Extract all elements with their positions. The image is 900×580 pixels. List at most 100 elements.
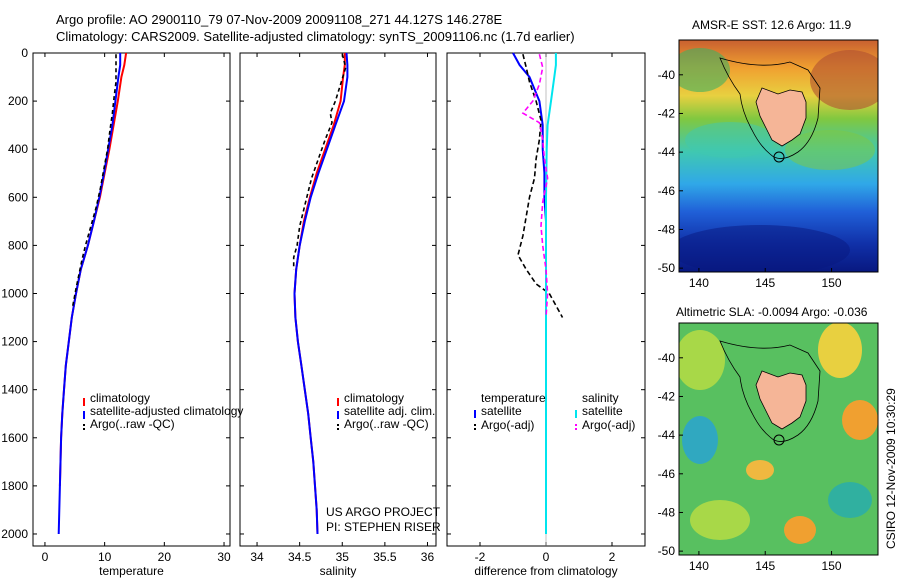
salinity-panel: 34 34.5 35 35.5 36 salinity: [239, 52, 437, 578]
legend-label: Argo(..raw -QC): [90, 417, 175, 431]
salinity-axes-box: [239, 52, 437, 547]
map-y-tick-label: -46: [658, 184, 676, 198]
map-x-tick-label: 140: [689, 276, 709, 290]
x-tick-label: 10: [98, 550, 112, 564]
legend-label: satellite adj. clim.: [344, 404, 435, 418]
sst-map-frame: [678, 39, 879, 273]
sla-patch: [842, 400, 878, 440]
y-tick-label: 2000: [1, 527, 28, 541]
y-tick-label: 1200: [1, 335, 28, 349]
project-line-2: PI: STEPHEN RISER: [326, 520, 441, 534]
sla-patch: [818, 323, 862, 378]
map-y-tick-label: -46: [658, 467, 676, 481]
x-tick-label: 20: [158, 550, 172, 564]
difference-xlabel: difference from climatology: [474, 564, 617, 578]
shelf-contour: [719, 340, 821, 442]
argo-position-marker: [773, 434, 785, 446]
header-line-2: Climatology: CARS2009. Satellite-adjuste…: [56, 29, 575, 44]
legend-label: climatology: [344, 391, 404, 405]
y-tick-label: 1600: [1, 431, 28, 445]
x-tick-label: 0: [42, 550, 49, 564]
y-tick-label: 1400: [1, 383, 28, 397]
legend-label: satellite: [582, 404, 623, 418]
sst-map-title: AMSR-E SST: 12.6 Argo: 11.9: [692, 18, 852, 32]
map-y-tick-label: -40: [658, 68, 676, 82]
sla-patch: [682, 416, 718, 464]
legend-heading-salinity: salinity: [582, 391, 619, 405]
salinity-series-2: [292, 54, 347, 270]
salinity-legend: climatology satellite adj. clim. Argo(..…: [326, 391, 441, 534]
legend-label: satellite-adjusted climatology: [90, 404, 243, 418]
credit-timestamp: CSIRO 12-Nov-2009 10:30:29: [884, 388, 898, 549]
x-tick-label: 34: [250, 550, 264, 564]
temperature-panel: 0 10 20 30 0 200 400 600 800 1000 1200 1400 1600 1800…: [1, 46, 231, 578]
sla-patch: [679, 330, 725, 390]
map-y-tick-label: -44: [658, 428, 676, 442]
map-x-tick-label: 140: [689, 559, 709, 573]
map-x-tick-label: 150: [822, 559, 842, 573]
y-tick-label: 600: [8, 190, 28, 204]
sla-patch: [746, 460, 774, 480]
temperature-axes-box: [32, 52, 231, 547]
sla-map-ticks: 140 145 150 -40 -42 -44 -46 -48 -50: [658, 351, 842, 573]
tasmania-land: [755, 370, 807, 430]
y-tick-label: 1000: [1, 286, 28, 300]
tasmania-land: [755, 87, 807, 147]
x-tick-label: 30: [217, 550, 231, 564]
map-y-tick-label: -48: [658, 222, 676, 236]
map-y-tick-label: -48: [658, 505, 676, 519]
y-tick-label: 1800: [1, 479, 28, 493]
x-tick-label: 36: [421, 550, 435, 564]
sla-patch: [828, 482, 872, 518]
sst-patch: [679, 225, 850, 272]
difference-series-2: [545, 53, 557, 534]
legend-label: satellite: [481, 404, 522, 418]
sst-patch: [679, 48, 730, 92]
sst-map-ticks: 140 145 150 -40 -42 -44 -46 -48 -50: [658, 68, 842, 290]
map-y-tick-label: -40: [658, 351, 676, 365]
temperature-legend: climatology satellite-adjusted climatolo…: [83, 391, 243, 432]
map-x-tick-label: 145: [755, 276, 775, 290]
legend-label: Argo(-adj): [481, 418, 534, 432]
x-tick-label: -2: [475, 550, 486, 564]
sla-map-title: Altimetric SLA: -0.0094 Argo: -0.036: [676, 305, 868, 319]
argo-position-marker: [773, 151, 785, 163]
legend-heading-temperature: temperature: [481, 391, 546, 405]
map-y-tick-label: -50: [658, 261, 676, 275]
x-tick-label: 2: [609, 550, 616, 564]
header-line-1: Argo profile: AO 2900110_79 07-Nov-2009 …: [56, 12, 503, 27]
map-y-tick-label: -42: [658, 106, 676, 120]
sla-map: 140 145 150 -40 -42 -44 -46 -48 -50: [658, 322, 879, 573]
shelf-contour: [719, 57, 821, 159]
sla-map-frame: [678, 322, 879, 556]
y-tick-label: 400: [8, 142, 28, 156]
difference-series-3: [521, 54, 549, 318]
map-x-tick-label: 145: [755, 559, 775, 573]
map-y-tick-label: -44: [658, 145, 676, 159]
difference-series-1: [517, 54, 564, 318]
sst-patch: [810, 50, 878, 110]
sst-patch: [685, 122, 775, 158]
legend-label: Argo(..raw -QC): [344, 417, 429, 431]
legend-label: Argo(-adj): [582, 418, 635, 432]
y-tick-label: 200: [8, 94, 28, 108]
map-y-tick-label: -50: [658, 544, 676, 558]
x-tick-label: 35: [336, 550, 350, 564]
temperature-xlabel: temperature: [99, 564, 164, 578]
difference-legend: temperature satellite Argo(-adj) salinit…: [474, 391, 635, 432]
map-y-tick-label: -42: [658, 389, 676, 403]
salinity-xlabel: salinity: [320, 564, 357, 578]
salinity-series-1: [293, 52, 349, 535]
project-line-1: US ARGO PROJECT: [326, 505, 441, 519]
y-tick-label: 0: [21, 46, 28, 60]
y-tick-label: 800: [8, 238, 28, 252]
legend-label: climatology: [90, 391, 150, 405]
x-tick-label: 34.5: [288, 550, 312, 564]
x-tick-label: 35.5: [373, 550, 397, 564]
temperature-series-1: [57, 53, 122, 535]
sla-patch: [690, 500, 750, 540]
sla-patch: [784, 516, 816, 544]
sst-map: 140 145 150 -40 -42 -44 -46 -48 -50: [658, 39, 879, 290]
